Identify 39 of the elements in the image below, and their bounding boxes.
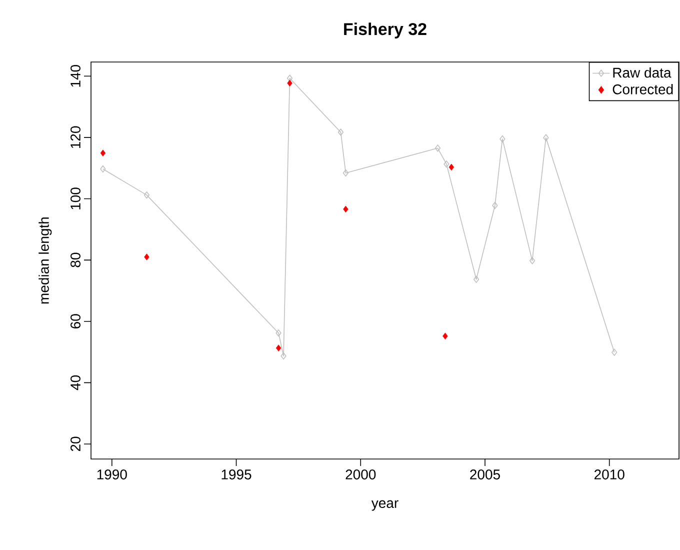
y-tick-label: 120 <box>70 126 80 148</box>
point <box>473 276 480 283</box>
point <box>343 206 348 213</box>
x-tick-label: 1990 <box>97 470 127 480</box>
point <box>144 254 150 260</box>
x-tick-label: 2010 <box>594 470 624 480</box>
point <box>442 332 448 340</box>
point <box>529 257 536 264</box>
point <box>448 164 454 171</box>
y-tick-label: 80 <box>70 252 80 268</box>
y-tick-label: 60 <box>70 314 80 328</box>
point <box>276 344 282 352</box>
point <box>286 74 293 82</box>
y-tick-label: 100 <box>70 188 80 210</box>
x-tick-label: 1995 <box>222 470 252 480</box>
point <box>287 80 292 87</box>
point <box>543 134 549 142</box>
point <box>100 150 106 156</box>
chart-title: Fishery 32 <box>344 22 426 38</box>
y-axis-title: median length <box>38 217 52 304</box>
point <box>342 169 349 177</box>
point <box>500 135 506 143</box>
legend-label: Raw data <box>613 67 672 78</box>
x-axis-title: year <box>371 500 398 511</box>
point <box>100 165 106 173</box>
x-tick-label: 2005 <box>470 470 500 480</box>
point <box>612 348 618 356</box>
point <box>280 352 286 360</box>
y-tick-label: 40 <box>70 375 80 390</box>
point <box>276 329 282 337</box>
point <box>338 128 344 136</box>
x-tick-label: 2000 <box>346 470 376 480</box>
point <box>492 202 498 210</box>
point <box>144 191 150 199</box>
point <box>434 144 441 152</box>
legend-label: Corrected <box>612 84 673 94</box>
point <box>444 160 450 168</box>
y-tick-label: 140 <box>70 64 80 87</box>
y-tick-label: 20 <box>70 436 80 452</box>
